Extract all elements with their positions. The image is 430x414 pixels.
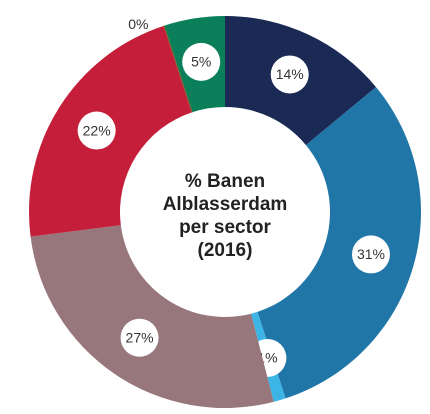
chart-title: % Banen [185,171,265,192]
label-bubble [77,111,116,150]
chart-title: Alblasserdam [163,194,288,215]
label-bubble [120,318,159,357]
chart-title: per sector [179,217,271,238]
data-label: 0% [128,16,148,32]
data-label: 14% [276,66,304,82]
donut-segment [30,225,274,408]
label-bubble [182,42,221,81]
chart-title-group: % Banen Alblasserdam per sector (2016) [163,171,288,261]
donut-segment [257,87,421,399]
label-bubble [351,235,390,274]
chart-title: (2016) [198,240,253,261]
data-label: 27% [126,329,154,345]
data-label: 5% [191,54,211,70]
data-label: 31% [357,246,385,262]
label-bubble [270,55,309,94]
data-label: 22% [83,122,111,138]
